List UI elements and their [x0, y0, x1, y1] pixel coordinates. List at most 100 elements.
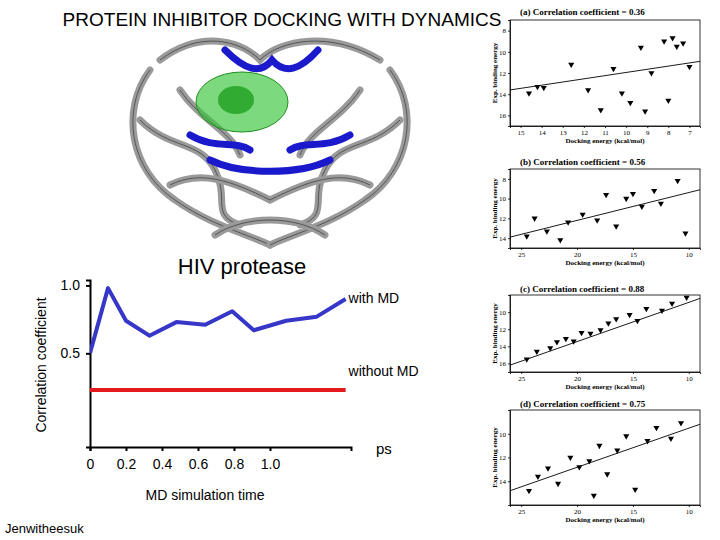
- scatter-point: [632, 488, 638, 493]
- line-series: [90, 388, 346, 392]
- scatter-point: [594, 219, 600, 224]
- scatter-point: [627, 101, 633, 106]
- tick: 16: [499, 112, 510, 120]
- scatter-point: [585, 88, 591, 93]
- tick-label: 14: [499, 91, 507, 99]
- tick-mark: [508, 346, 510, 347]
- inhibitor: [196, 72, 288, 132]
- tick-label: 10: [499, 430, 507, 438]
- scatter-point: [568, 63, 574, 68]
- y-axis-title: Exp. binding energy: [491, 42, 499, 103]
- tick: 7: [688, 126, 692, 137]
- scatter-point: [591, 494, 597, 499]
- tick-mark: [577, 505, 578, 507]
- scatter-point: [604, 472, 610, 477]
- tick-label: 25: [518, 251, 526, 259]
- fit-line: [510, 190, 700, 237]
- x-axis-line: [511, 373, 701, 375]
- tick: 10: [499, 195, 510, 203]
- tick: 16: [499, 360, 510, 368]
- tick: 13: [560, 126, 568, 137]
- scatter-panel: 25201510101214(d) Correlation coefficien…: [491, 399, 701, 524]
- scatter-point: [526, 489, 532, 494]
- fit-line: [510, 298, 700, 365]
- tick-label: 1.0: [261, 456, 281, 472]
- x-axis: 25201510: [511, 505, 701, 516]
- x-axis-title: Docking energy (kcal/mol): [566, 516, 646, 524]
- tick-mark: [86, 285, 90, 287]
- main-chart: 00.20.40.60.81.00.51.0with MDwithout MDH…: [33, 254, 419, 503]
- tick: 14: [499, 235, 510, 243]
- tick: 15: [630, 248, 638, 259]
- x-axis: 151413121110987: [511, 126, 701, 137]
- series-label: without MD: [348, 363, 419, 379]
- fit-line: [510, 424, 700, 491]
- tick-mark: [521, 505, 522, 507]
- y-axis: 10121416: [499, 296, 511, 373]
- tick-label: 16: [499, 112, 507, 120]
- tick-mark: [508, 329, 510, 330]
- tick-label: 0.8: [225, 456, 245, 472]
- plot-area: [90, 288, 346, 390]
- scatter-point: [623, 197, 629, 202]
- tick-mark: [508, 52, 510, 53]
- tick-mark: [508, 115, 510, 116]
- tick-label: 10: [686, 508, 694, 516]
- y-axis-line: [508, 21, 511, 127]
- fit-line: [510, 61, 700, 90]
- plot-area: [510, 296, 700, 365]
- tick-mark: [689, 126, 690, 128]
- scatter-point: [627, 313, 633, 318]
- tick-mark: [508, 73, 510, 74]
- x-axis-line: [511, 249, 701, 251]
- tick-label: 20: [574, 375, 582, 383]
- tick-label: 14: [499, 343, 507, 351]
- tick-label: 15: [630, 375, 638, 383]
- tick: 20: [574, 505, 582, 516]
- tick-label: 14: [499, 235, 507, 243]
- tick: 0: [87, 447, 95, 472]
- panel-title: (b) Correlation coefficient = 0.56: [520, 157, 646, 167]
- tick-label: 12: [499, 70, 507, 78]
- scatter-point: [598, 108, 604, 113]
- tick-mark: [633, 248, 634, 250]
- tick: 0.8: [225, 447, 245, 472]
- scatter-point: [580, 213, 586, 218]
- tick: 25: [518, 248, 526, 259]
- panel-title: (c) Correlation coefficient = 0.88: [520, 284, 645, 294]
- tick-label: 25: [518, 508, 526, 516]
- series-label: with MD: [348, 290, 400, 306]
- scatter-point: [680, 42, 686, 47]
- binding-site: [190, 135, 250, 150]
- tick: 10: [623, 126, 631, 137]
- scatter-point: [678, 421, 684, 426]
- tick-label: 8: [503, 176, 507, 184]
- tick-label: 0.4: [153, 456, 173, 472]
- tick: 8: [667, 126, 671, 137]
- tick-label: 1.0: [61, 277, 81, 293]
- tick-mark: [162, 447, 164, 451]
- tick-label: 10: [623, 129, 631, 137]
- tick-mark: [689, 372, 690, 374]
- tick-label: 20: [574, 508, 582, 516]
- binding-site: [290, 135, 350, 150]
- tick-mark: [521, 372, 522, 374]
- tick: 14: [499, 91, 510, 99]
- tick: 15: [518, 126, 526, 137]
- y-axis: 0.5 1.0: [61, 277, 91, 447]
- tick-label: 0.2: [117, 456, 137, 472]
- tick-mark: [577, 372, 578, 374]
- author: Jenwitheesuk: [5, 521, 84, 536]
- tick: 15: [630, 372, 638, 383]
- tick-mark: [508, 238, 510, 239]
- y-axis-line: [508, 296, 511, 373]
- x-axis: 25201510: [511, 372, 701, 383]
- scatter-point: [639, 205, 645, 210]
- tick-label: 0.5: [61, 345, 81, 361]
- tick-label: 13: [560, 129, 568, 137]
- tick-label: 0: [87, 456, 95, 472]
- tick: 12: [499, 215, 510, 223]
- slide-title: PROTEIN INHIBITOR DOCKING WITH DYNAMICS: [63, 9, 502, 30]
- tick-label: 10: [499, 195, 507, 203]
- tick-label: 20: [574, 251, 582, 259]
